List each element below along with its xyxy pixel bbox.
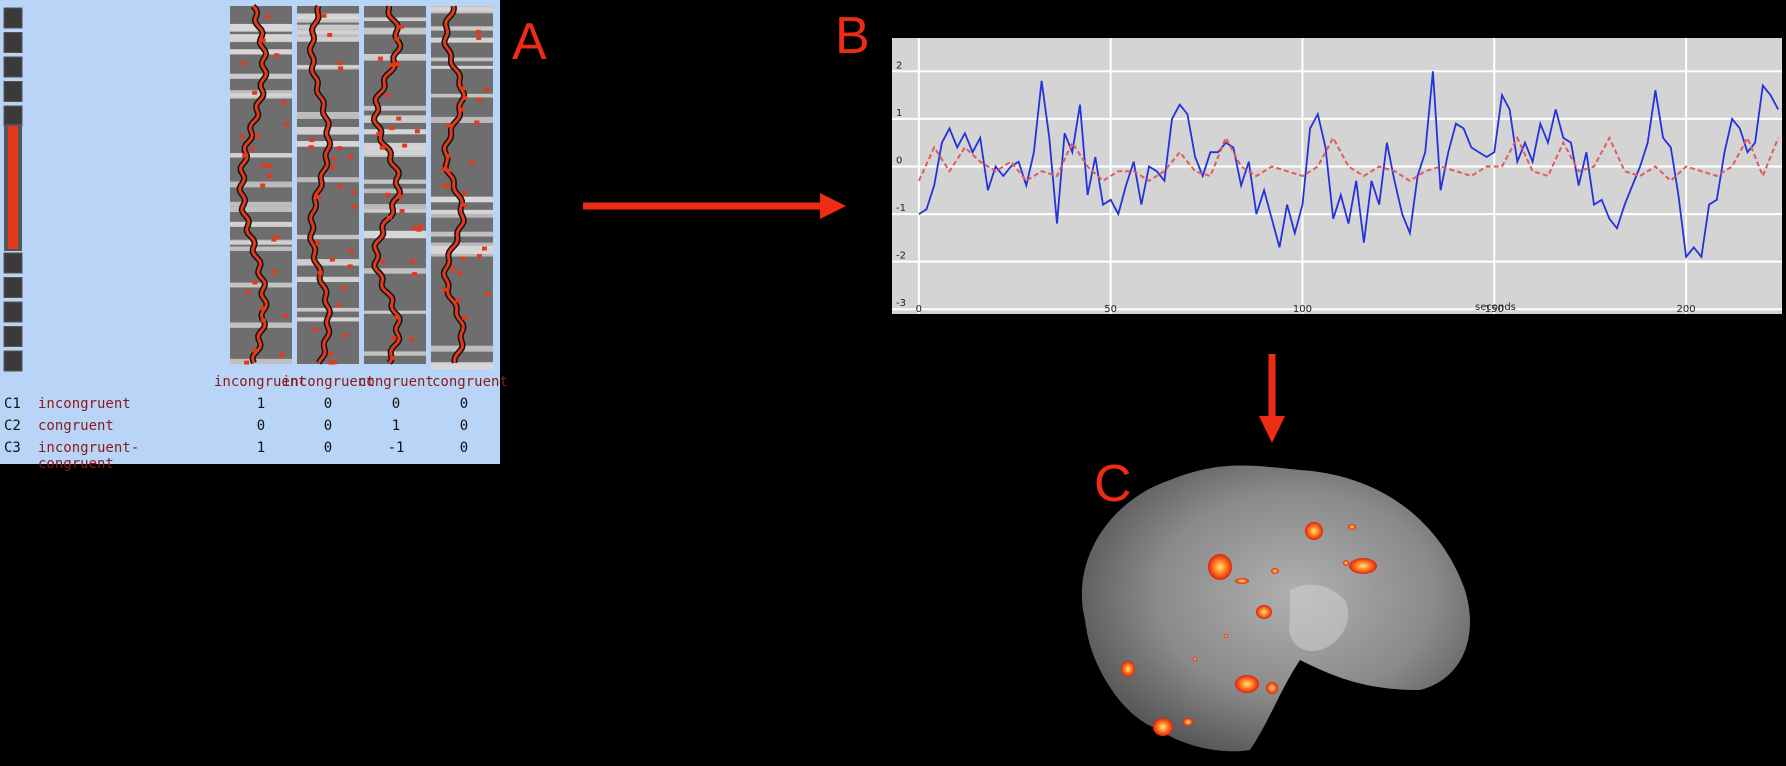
contrast-weight: 1 [391, 418, 401, 434]
activation-blob [1224, 634, 1228, 638]
scan-block [3, 301, 23, 323]
x-tick-label: 150 [1485, 304, 1504, 315]
x-axis-label: seconds [1475, 302, 1516, 313]
contrast-name: incongruent-congruent [38, 440, 140, 472]
contrast-name: incongruent [38, 396, 131, 412]
activation-blob [1343, 560, 1349, 566]
y-tick-label: -1 [896, 203, 906, 214]
regressor-header: incongruent [214, 374, 307, 390]
design-matrix-image [3, 3, 493, 372]
activation-blob [1256, 605, 1272, 619]
activation-blobs [1121, 522, 1377, 736]
contrast-weight: 0 [459, 396, 469, 412]
regressor-column [431, 5, 493, 370]
scan-block [3, 7, 23, 29]
regressor-column [364, 5, 426, 365]
regressor-header: incongruent [282, 374, 375, 390]
contrast-weight: 1 [256, 440, 266, 456]
y-tick-label: 0 [896, 155, 902, 166]
timeseries-chart: 0 50 100 150 200 -3 -2 -1 0 1 2 seconds [892, 38, 1782, 315]
regressor-column [230, 3, 292, 365]
scan-block [3, 326, 23, 347]
activation-blob [1305, 522, 1323, 540]
activation-blob [1193, 657, 1197, 661]
scan-block [3, 277, 23, 298]
x-tick-label: 50 [1104, 304, 1117, 315]
activation-blob [1235, 578, 1249, 584]
label-b: B [835, 7, 870, 65]
activation-blob [1235, 675, 1259, 693]
x-tick-label: 0 [916, 304, 922, 315]
regressor-header: congruent [432, 374, 508, 390]
label-a: A [512, 13, 547, 71]
y-tick-label: 1 [896, 108, 902, 119]
contrast-weight: 0 [323, 418, 333, 434]
y-tick-label: -2 [896, 251, 906, 262]
brain-white-matter [1289, 584, 1349, 651]
activation-blob [1271, 568, 1279, 574]
activation-blob [1153, 718, 1173, 736]
contrast-id: C2 [4, 418, 21, 434]
contrast-weight: 0 [323, 440, 333, 456]
scan-marker [8, 126, 18, 249]
contrast-weight: 0 [459, 440, 469, 456]
activation-blob [1121, 661, 1135, 677]
regressor-column [297, 4, 359, 365]
x-tick-label: 200 [1677, 304, 1696, 315]
tick-labels: 0 50 100 150 200 -3 -2 -1 0 1 2 [896, 60, 1696, 315]
scan-index-bar [3, 7, 23, 372]
contrast-id: C3 [4, 440, 21, 456]
design-matrix-panel: incongruent incongruent congruent congruent… [0, 0, 508, 472]
y-tick-label: -3 [896, 298, 906, 309]
series-line-signal [918, 71, 1779, 260]
activation-blob [1348, 524, 1356, 530]
activation-blob [1183, 718, 1193, 726]
plot-background [892, 38, 1782, 314]
activation-blob [1266, 682, 1278, 694]
grid-lines [892, 38, 1782, 314]
y-tick-label: 2 [896, 60, 902, 71]
scan-block [3, 252, 23, 274]
scan-block [3, 350, 23, 372]
regressor-columns [230, 3, 493, 370]
contrast-weight: 0 [256, 418, 266, 434]
contrast-weight: -1 [387, 440, 405, 456]
scan-block [3, 56, 23, 78]
contrast-weight: 0 [391, 396, 401, 412]
series-line-predicted [917, 135, 1780, 183]
contrast-name: congruent [38, 418, 114, 434]
activation-blob [1208, 554, 1232, 580]
brain-silhouette [1081, 465, 1470, 752]
label-c: C [1094, 455, 1132, 513]
regressor-header: congruent [358, 374, 434, 390]
contrast-weight: 0 [323, 396, 333, 412]
activation-blob [1349, 558, 1377, 574]
contrast-id: C1 [4, 396, 21, 412]
scan-block [3, 81, 23, 102]
series-lines [917, 71, 1780, 260]
x-tick-label: 100 [1293, 304, 1312, 315]
contrast-weight: 0 [459, 418, 469, 434]
scan-block [3, 32, 23, 53]
contrast-weight: 1 [256, 396, 266, 412]
